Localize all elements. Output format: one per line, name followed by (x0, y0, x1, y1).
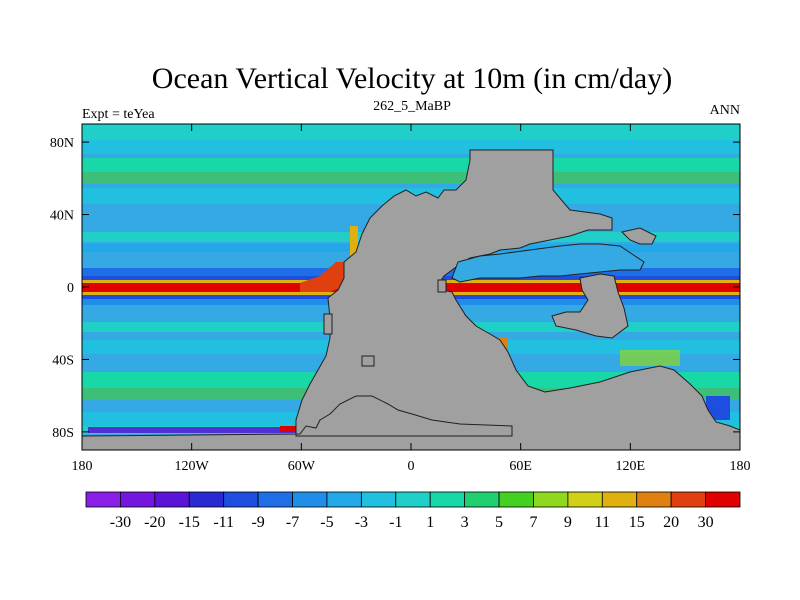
colorbar-box (257, 491, 293, 508)
x-tick-label: 120W (175, 459, 210, 474)
colorbar-label: 1 (426, 514, 434, 531)
colorbar-box (188, 491, 225, 508)
y-tick-label: 80N (50, 136, 74, 151)
colorbar-box (85, 491, 121, 508)
colorbar-label: -15 (179, 514, 200, 531)
chart-title: Ocean Vertical Velocity at 10m (in cm/da… (152, 62, 672, 95)
colorbar-box (567, 491, 603, 508)
colorbar-box (395, 491, 431, 508)
colorbar-label: 3 (461, 514, 469, 531)
band-polar-south-neg (88, 427, 308, 433)
x-tick-label: 60E (509, 459, 532, 474)
band-60n-green (82, 172, 740, 184)
patch-polar-south-pos (280, 426, 304, 432)
land-east-peninsula (621, 227, 657, 245)
colorbar-label: 11 (595, 514, 610, 531)
right-string: ANN (710, 103, 740, 118)
colorbar-label: -30 (110, 514, 131, 531)
x-tick-label: 180 (72, 459, 93, 474)
y-tick-label: 40S (52, 353, 74, 368)
colorbar-box (154, 491, 190, 508)
colorbar-label: -7 (286, 514, 299, 531)
colorbar-label: -5 (320, 514, 333, 531)
x-axis: 180 120W 60W 0 60E 120E 180 (72, 124, 751, 474)
x-tick-label: 60W (288, 459, 316, 474)
colorbar-label: -1 (389, 514, 402, 531)
colorbar-box (670, 491, 706, 508)
band-arctic (82, 124, 740, 140)
colorbar-label: 9 (564, 514, 572, 531)
patch-coastal-upwelling-east (300, 262, 346, 292)
y-tick-label: 80S (52, 426, 74, 441)
colorbar: -30 -20 -15 -11 -9 -7 -5 -3 -1 1 3 5 7 9 11 15 20 30 (85, 491, 741, 531)
colorbar-box (601, 491, 638, 508)
patch-southern-green (620, 350, 680, 366)
colorbar-label: -3 (355, 514, 368, 531)
patch-west-coast-north (350, 226, 358, 262)
land-island-2 (361, 355, 375, 367)
x-tick-label: 120E (616, 459, 646, 474)
colorbar-box (533, 491, 569, 508)
colorbar-label: 30 (698, 514, 714, 531)
colorbar-label: -11 (213, 514, 234, 531)
colorbar-box (429, 491, 466, 508)
colorbar-box (464, 491, 500, 508)
colorbar-label: -20 (144, 514, 165, 531)
colorbar-box (705, 491, 741, 508)
land-island-1 (323, 313, 333, 335)
colorbar-label: -9 (251, 514, 264, 531)
colorbar-box (120, 491, 156, 508)
band-60n (82, 158, 740, 172)
colorbar-box (498, 491, 534, 508)
y-tick-label: 40N (50, 209, 74, 224)
y-axis: 80N 40N 0 40S 80S (50, 136, 740, 441)
map-plot (82, 124, 740, 450)
center-string: 262_5_MaBP (373, 99, 451, 114)
left-string: Expt = teYea (82, 107, 155, 122)
colorbar-box (360, 491, 397, 508)
band-subarctic (82, 140, 740, 154)
x-tick-label: 180 (730, 459, 751, 474)
colorbar-label: 7 (529, 514, 537, 531)
y-tick-label: 0 (67, 281, 74, 296)
tethys-sea (451, 243, 645, 283)
colorbar-box (223, 491, 259, 508)
colorbar-label: 5 (495, 514, 503, 531)
land-island-3 (437, 279, 447, 293)
colorbar-box (292, 491, 328, 508)
colorbar-label: 20 (663, 514, 679, 531)
colorbar-box (636, 491, 672, 508)
land-pangaea (82, 149, 740, 450)
land-east-block (551, 273, 629, 339)
colorbar-box (326, 491, 362, 508)
colorbar-label: 15 (629, 514, 645, 531)
x-tick-label: 0 (408, 459, 415, 474)
